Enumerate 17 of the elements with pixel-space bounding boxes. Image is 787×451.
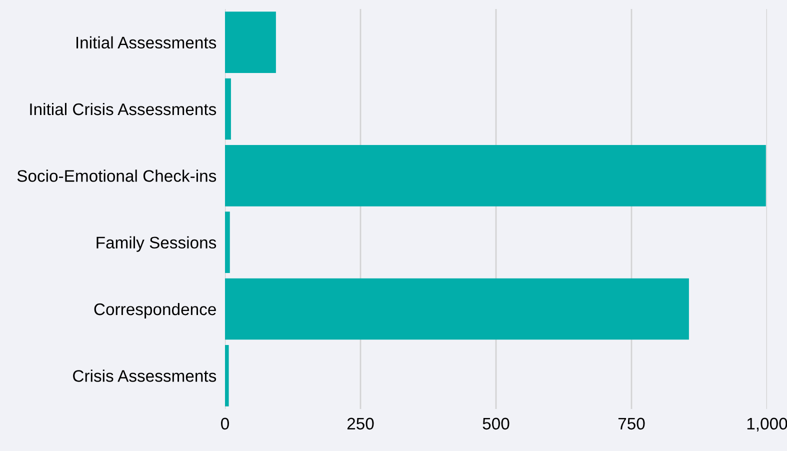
x-tick-label: 250 <box>347 418 374 430</box>
bar <box>225 345 229 406</box>
y-tick-label: Initial Crisis Assessments <box>30 102 216 116</box>
bar <box>225 78 231 140</box>
y-tick-label: Initial Assessments <box>76 36 216 49</box>
bar <box>225 212 230 273</box>
bar <box>225 12 276 73</box>
x-tick-label: 0 <box>221 418 229 430</box>
x-tick-label: 500 <box>482 418 510 430</box>
y-tick-label: Crisis Assessments <box>73 370 216 382</box>
x-tick-label: 1,000 <box>747 418 787 432</box>
bar <box>225 278 689 340</box>
y-tick-label: Socio-Emotional Check-ins <box>17 170 216 182</box>
y-tick-label: Family Sessions <box>96 236 216 252</box>
y-tick-label: Correspondence <box>94 302 216 318</box>
bar <box>225 145 766 206</box>
x-tick-label: 750 <box>618 418 645 430</box>
